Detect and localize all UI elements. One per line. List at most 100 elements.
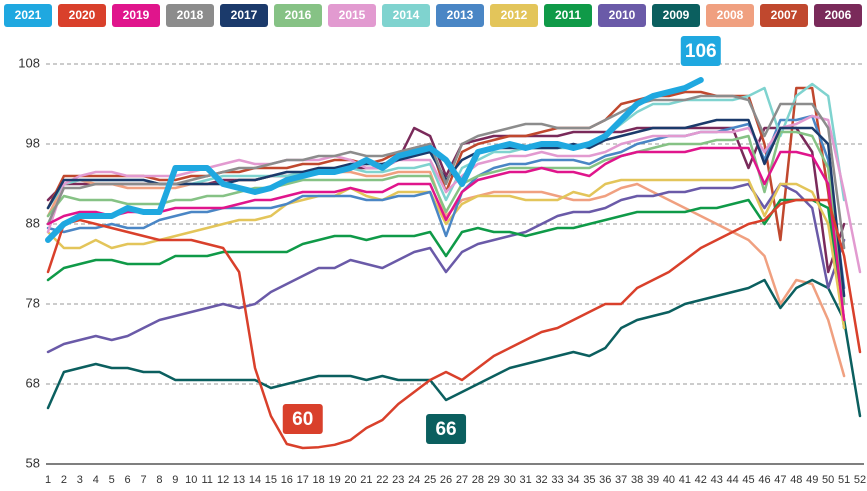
x-tick-label: 43 bbox=[711, 474, 723, 486]
x-tick-label: 27 bbox=[456, 474, 468, 486]
series-line bbox=[46, 146, 846, 322]
x-tick-label: 50 bbox=[822, 474, 834, 486]
legend-swatch bbox=[760, 4, 808, 27]
x-tick-label: 49 bbox=[806, 474, 818, 486]
x-tick-label: 31 bbox=[520, 474, 532, 486]
x-tick-label: 4 bbox=[93, 474, 99, 486]
x-tick-label: 41 bbox=[679, 474, 691, 486]
y-tick-label: 58 bbox=[26, 455, 40, 470]
x-tick-label: 20 bbox=[344, 474, 356, 486]
legend-label: 2010 bbox=[609, 8, 636, 22]
x-tick-label: 18 bbox=[313, 474, 325, 486]
callout-box bbox=[282, 404, 323, 434]
legend-label: 2016 bbox=[285, 8, 312, 22]
callout-label: 66 bbox=[435, 419, 456, 440]
x-tick-label: 44 bbox=[727, 474, 739, 486]
x-tick-label: 24 bbox=[408, 474, 420, 486]
legend-label: 2019 bbox=[123, 8, 150, 22]
callout-pointer bbox=[296, 426, 309, 434]
series-line bbox=[46, 178, 846, 330]
x-tick-label: 32 bbox=[535, 474, 547, 486]
x-tick-label: 12 bbox=[217, 474, 229, 486]
y-tick-label: 78 bbox=[26, 295, 40, 310]
x-tick-label: 46 bbox=[758, 474, 770, 486]
legend-label: 2020 bbox=[69, 8, 96, 22]
series-line bbox=[45, 77, 704, 243]
x-tick-label: 6 bbox=[125, 474, 131, 486]
legend-swatch bbox=[166, 4, 214, 27]
legend-swatch bbox=[490, 4, 538, 27]
legend-label: 2011 bbox=[555, 8, 581, 22]
x-tick-label: 39 bbox=[647, 474, 659, 486]
legend-swatch bbox=[4, 4, 52, 27]
x-tick-label: 42 bbox=[695, 474, 707, 486]
legend-label: 2008 bbox=[717, 8, 744, 22]
legend-swatch bbox=[328, 4, 376, 27]
x-tick-label: 2 bbox=[61, 474, 67, 486]
legend-label: 2015 bbox=[339, 8, 366, 22]
callout-pointer bbox=[694, 58, 707, 66]
y-tick-label: 108 bbox=[18, 55, 40, 70]
legend-swatch bbox=[814, 4, 862, 27]
legend-swatch bbox=[544, 4, 592, 27]
x-tick-label: 9 bbox=[172, 474, 178, 486]
x-tick-label: 17 bbox=[297, 474, 309, 486]
legend-label: 2018 bbox=[177, 8, 204, 22]
legend-label: 2007 bbox=[771, 8, 798, 22]
series-line bbox=[46, 198, 846, 330]
x-tick-label: 52 bbox=[854, 474, 866, 486]
series-line bbox=[46, 182, 846, 354]
x-tick-label: 40 bbox=[663, 474, 675, 486]
x-tick-label: 28 bbox=[472, 474, 484, 486]
legend-label: 2021 bbox=[15, 8, 42, 22]
x-tick-label: 21 bbox=[360, 474, 372, 486]
x-tick-label: 22 bbox=[376, 474, 388, 486]
legend-label: 2006 bbox=[825, 8, 852, 22]
x-tick-label: 51 bbox=[838, 474, 850, 486]
x-tick-label: 11 bbox=[202, 474, 213, 486]
series-line bbox=[46, 118, 846, 298]
callout-pointer bbox=[440, 414, 453, 422]
x-tick-label: 13 bbox=[233, 474, 245, 486]
legend-swatch bbox=[436, 4, 484, 27]
legend-label: 2017 bbox=[231, 8, 258, 22]
x-tick-label: 37 bbox=[615, 474, 627, 486]
x-tick-label: 8 bbox=[156, 474, 162, 486]
x-tick-label: 33 bbox=[551, 474, 563, 486]
series-line bbox=[46, 170, 846, 378]
x-tick-label: 16 bbox=[281, 474, 293, 486]
x-tick-label: 34 bbox=[567, 474, 579, 486]
legend-label: 2013 bbox=[447, 8, 474, 22]
legend-swatch bbox=[274, 4, 322, 27]
x-tick-label: 36 bbox=[599, 474, 611, 486]
x-tick-label: 30 bbox=[504, 474, 516, 486]
x-tick-label: 45 bbox=[742, 474, 754, 486]
legend-swatch bbox=[598, 4, 646, 27]
y-tick-label: 88 bbox=[26, 215, 40, 230]
callout-label: 106 bbox=[685, 41, 717, 62]
series-line bbox=[46, 278, 862, 418]
x-tick-label: 15 bbox=[265, 474, 277, 486]
series-line bbox=[46, 86, 846, 322]
x-tick-label: 29 bbox=[488, 474, 500, 486]
x-tick-label: 25 bbox=[424, 474, 436, 486]
series-line bbox=[46, 94, 846, 250]
x-tick-label: 10 bbox=[185, 474, 197, 486]
legend-swatch bbox=[220, 4, 268, 27]
x-tick-label: 19 bbox=[328, 474, 340, 486]
legend-swatch bbox=[652, 4, 700, 27]
x-tick-label: 35 bbox=[583, 474, 595, 486]
callout-box bbox=[426, 414, 467, 444]
legend-swatch bbox=[706, 4, 754, 27]
x-tick-label: 26 bbox=[440, 474, 452, 486]
x-tick-label: 23 bbox=[392, 474, 404, 486]
legend-swatch bbox=[58, 4, 106, 27]
series-line bbox=[46, 198, 862, 450]
legend-swatch bbox=[112, 4, 160, 27]
x-tick-label: 48 bbox=[790, 474, 802, 486]
x-tick-label: 1 bbox=[45, 474, 51, 486]
series-line bbox=[46, 114, 862, 274]
callout-label: 60 bbox=[292, 409, 313, 430]
x-tick-label: 47 bbox=[774, 474, 786, 486]
